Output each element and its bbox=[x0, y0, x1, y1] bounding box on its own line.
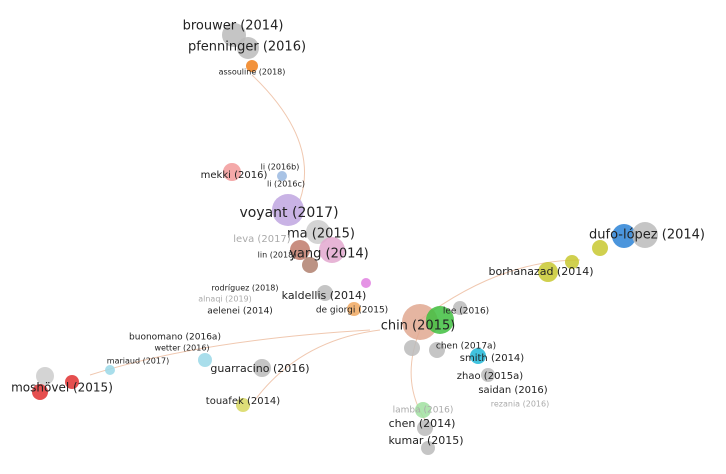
node-label: ma (2015) bbox=[287, 227, 355, 242]
node-label: dufo-lópez (2014) bbox=[589, 228, 705, 243]
node bbox=[302, 257, 318, 273]
node-label: buonomano (2016a) bbox=[129, 333, 221, 343]
node bbox=[426, 306, 454, 334]
node bbox=[538, 262, 558, 282]
node-label: pfenninger (2016) bbox=[188, 40, 306, 55]
node-label: kumar (2015) bbox=[388, 434, 463, 447]
node bbox=[592, 240, 608, 256]
node-label: assouline (2018) bbox=[219, 68, 286, 77]
node bbox=[404, 340, 420, 356]
node bbox=[429, 342, 445, 358]
labels: brouwer (2014) pfenninger (2016) assouli… bbox=[11, 19, 705, 448]
node-label: rodríguez (2018) bbox=[211, 284, 278, 293]
node-label: chen (2017a) bbox=[436, 342, 496, 352]
node bbox=[361, 278, 371, 288]
node-label: voyant (2017) bbox=[239, 205, 338, 221]
node bbox=[632, 222, 658, 248]
node-label: mekki (2016) bbox=[201, 170, 268, 181]
node-label: wetter (2016) bbox=[154, 344, 209, 353]
node-label: li (2016b) bbox=[261, 163, 300, 172]
node bbox=[198, 353, 212, 367]
node-label: borhanazad (2014) bbox=[488, 265, 593, 278]
node bbox=[453, 301, 467, 315]
node-label: lamba (2016) bbox=[393, 406, 454, 416]
node bbox=[421, 441, 435, 455]
node bbox=[237, 37, 259, 59]
node bbox=[253, 359, 271, 377]
node bbox=[290, 240, 310, 260]
node-label: alnaqi (2019) bbox=[198, 295, 252, 304]
node bbox=[236, 398, 250, 412]
node bbox=[246, 60, 258, 72]
node-label: chin (2015) bbox=[381, 319, 456, 334]
node bbox=[65, 375, 79, 389]
node bbox=[565, 255, 579, 269]
edge bbox=[251, 74, 306, 201]
node-label: mariaud (2017) bbox=[107, 357, 169, 366]
node-label: kaldellis (2014) bbox=[282, 289, 367, 302]
node bbox=[36, 367, 54, 385]
node-label: brouwer (2014) bbox=[183, 19, 284, 34]
edge bbox=[254, 329, 381, 401]
node-label: guarracino (2016) bbox=[210, 362, 309, 375]
node bbox=[317, 285, 333, 301]
node-label: aelenei (2014) bbox=[207, 307, 273, 317]
node-label: lee (2016) bbox=[443, 307, 489, 317]
node-label: chen (2014) bbox=[389, 417, 456, 430]
node-label: rezania (2016) bbox=[491, 400, 549, 409]
node-label: zhao (2015a) bbox=[457, 371, 523, 382]
node-label: lin (2018) bbox=[258, 251, 297, 260]
node bbox=[347, 302, 361, 316]
node-label: smith (2014) bbox=[460, 353, 525, 364]
node bbox=[272, 194, 304, 226]
node bbox=[32, 384, 48, 400]
nodes bbox=[32, 23, 658, 455]
node bbox=[612, 224, 636, 248]
edge bbox=[89, 329, 371, 376]
node bbox=[415, 402, 431, 418]
node-label: moshövel (2015) bbox=[11, 381, 113, 395]
node-label: li (2016c) bbox=[267, 180, 305, 189]
node bbox=[319, 237, 345, 263]
node bbox=[306, 220, 330, 244]
node bbox=[277, 171, 287, 181]
node bbox=[417, 420, 433, 436]
node bbox=[470, 348, 486, 364]
node-label: leva (2017) bbox=[233, 234, 291, 245]
node bbox=[223, 163, 241, 181]
node-label: de giorgi (2015) bbox=[316, 306, 388, 316]
node-label: saidan (2016) bbox=[478, 385, 547, 396]
node-label: touafek (2014) bbox=[206, 396, 280, 407]
node bbox=[481, 368, 495, 382]
node-label: yang (2014) bbox=[289, 247, 369, 262]
node bbox=[105, 365, 115, 375]
